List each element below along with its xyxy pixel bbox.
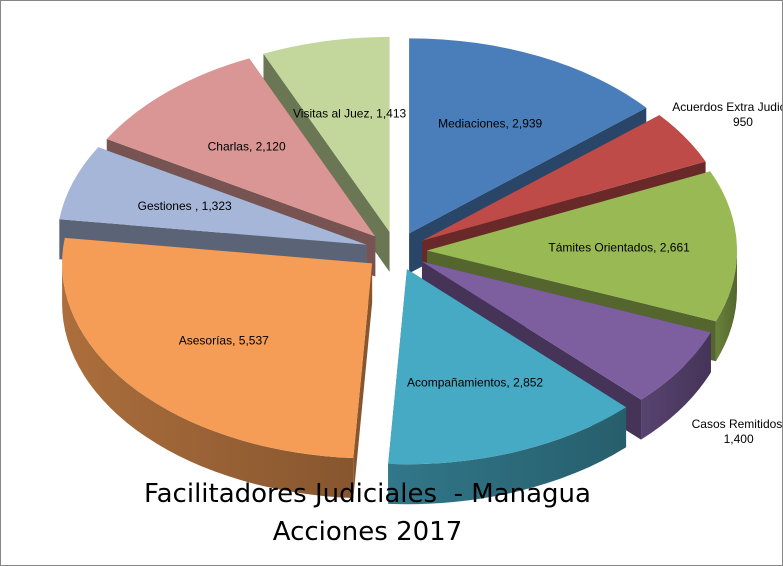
chart-title-line-2: Acciones 2017 — [272, 517, 463, 547]
data-label-acuerdos-extra-judiciales: Acuerdos Extra Judiciales,950 — [672, 100, 782, 129]
slice-top — [59, 147, 367, 245]
slice-top — [426, 171, 737, 322]
slice-top — [409, 38, 647, 234]
data-label-charlas: Charlas, 2,120 — [208, 140, 286, 154]
slice-top — [388, 269, 627, 465]
data-label-mediaciones: Mediaciones, 2,939 — [438, 117, 542, 131]
slice-top — [106, 58, 376, 237]
slice-side-wall — [353, 263, 373, 499]
slice-top — [422, 115, 706, 241]
data-label-acompa-amientos: Acompañamientos, 2,852 — [407, 375, 543, 389]
data-label-t-mites-orientados: Támites Orientados, 2,661 — [548, 241, 690, 255]
data-label-casos-remitidos: Casos Remitidos, 1,400 — [692, 417, 782, 446]
slice-outer-wall — [388, 407, 627, 505]
slice-outer-wall — [715, 250, 737, 362]
slice-top — [62, 237, 373, 459]
slice-outer-wall — [62, 263, 354, 499]
pie-slice-asesor-as — [62, 237, 373, 499]
slice-top — [421, 261, 711, 400]
data-label-asesor-as: Asesorías, 5,537 — [179, 333, 269, 347]
data-label-visitas-al-juez: Visitas al Juez, 1,413 — [293, 107, 407, 121]
data-label-gestiones: Gestiones , 1,323 — [138, 199, 232, 213]
slice-top — [263, 36, 390, 232]
pie-slice-acompa-amientos — [388, 269, 627, 505]
chart-title-line-1: Facilitadores Judiciales - Managua — [144, 479, 591, 509]
slice-outer-wall — [641, 332, 711, 440]
